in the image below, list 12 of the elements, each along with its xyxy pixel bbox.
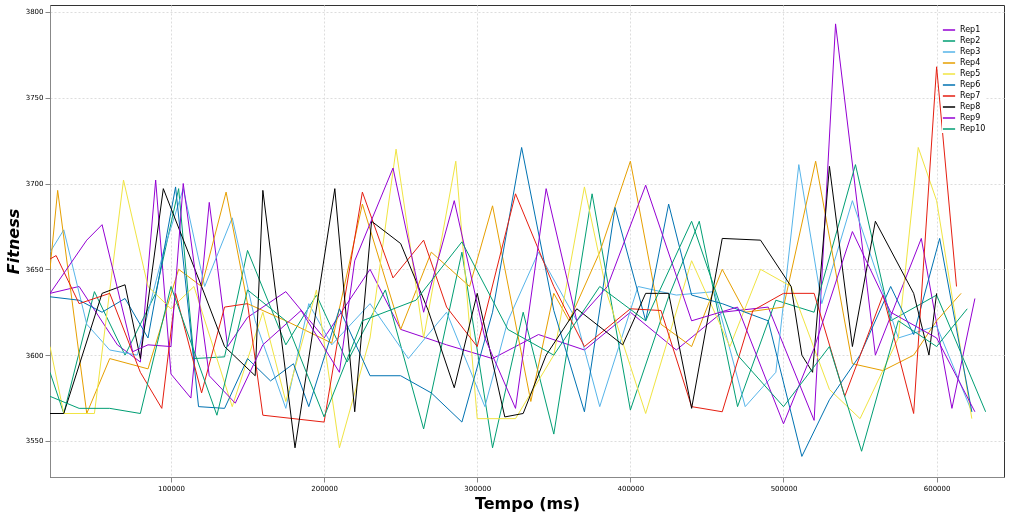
legend-label: Rep1 [960,25,981,34]
legend-label: Rep10 [960,124,986,133]
legend-label: Rep4 [960,58,981,67]
x-axis-title: Tempo (ms) [474,493,581,513]
legend-label: Rep8 [960,102,981,111]
legend-label: Rep5 [960,69,981,78]
legend-label: Rep3 [960,47,981,56]
legend-label: Rep7 [960,91,981,100]
legend-label: Rep6 [960,80,981,89]
legend-label: Rep2 [960,36,981,45]
legend-label: Rep9 [960,113,981,122]
y-axis-title: Fitness [3,208,23,275]
